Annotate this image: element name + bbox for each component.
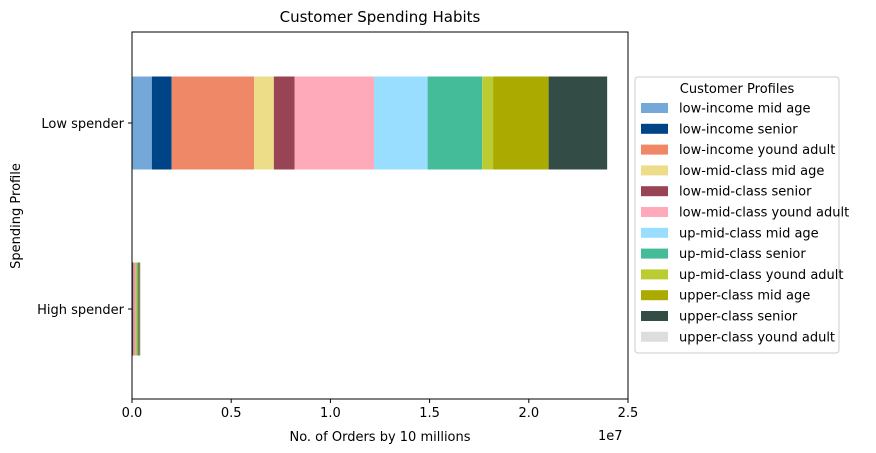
y-tick-label: High spender [37, 303, 125, 318]
chart-title: Customer Spending Habits [280, 8, 481, 26]
bars-layer [132, 76, 608, 356]
bar-0-8 [482, 76, 494, 170]
legend-swatch [641, 144, 668, 155]
legend-swatch [641, 331, 668, 342]
bar-0-4 [273, 76, 295, 170]
bar-0-9 [493, 76, 549, 170]
legend-swatch [641, 248, 668, 259]
bar-0-2 [171, 76, 255, 170]
legend-label: low-income yound adult [679, 143, 835, 158]
bar-1-5 [135, 262, 136, 356]
bar-1-9 [137, 262, 139, 356]
legend-swatch [641, 311, 668, 321]
bar-1-2 [133, 262, 135, 356]
x-tick-label: 0.5 [221, 406, 242, 421]
x-axis-label: No. of Orders by 10 millions [289, 430, 470, 445]
legend-swatch [641, 123, 668, 134]
x-offset-label: 1e7 [598, 429, 623, 444]
bar-0-10 [548, 76, 608, 170]
legend-swatch [641, 269, 668, 280]
legend-label: low-mid-class senior [679, 185, 812, 200]
bar-1-8 [136, 262, 138, 356]
legend-title: Customer Profiles [680, 82, 795, 97]
x-tick-label: 0.0 [122, 406, 143, 421]
bar-1-6 [135, 262, 137, 356]
y-axis-label: Spending Profile [9, 163, 24, 269]
bar-0-0 [132, 76, 152, 170]
legend-label: upper-class yound adult [679, 330, 835, 345]
bar-1-1 [132, 262, 134, 356]
legend-label: low-income mid age [679, 102, 811, 117]
legend-swatch [641, 186, 668, 197]
x-tick-label: 2.5 [618, 406, 639, 421]
legend-box [634, 76, 840, 354]
bar-0-7 [427, 76, 483, 170]
bar-1-7 [136, 262, 137, 356]
x-tick-label: 1.0 [320, 406, 341, 421]
y-tick-label: Low spender [41, 117, 124, 132]
legend-swatch [641, 207, 668, 217]
legend-label: upper-class mid age [679, 289, 810, 304]
bar-0-6 [374, 76, 428, 170]
legend-label: low-mid-class yound adult [679, 206, 849, 221]
bar-0-3 [254, 76, 274, 170]
legend-label: low-income senior [679, 122, 798, 137]
bar-1-11 [139, 262, 141, 356]
bar-1-10 [138, 262, 140, 356]
legend: Customer Profiles low-income mid age low-i… [634, 76, 849, 354]
x-tick-label: 2.0 [518, 406, 539, 421]
legend-label: up-mid-class mid age [679, 226, 819, 241]
legend-swatch [641, 290, 668, 301]
legend-swatch [641, 103, 668, 113]
legend-swatch [641, 227, 668, 238]
legend-label: up-mid-class senior [679, 247, 806, 262]
x-tick-label: 1.5 [419, 406, 440, 421]
legend-swatch [641, 165, 668, 176]
axes-layer: 0.0 0.5 1.0 1.5 2.0 2.5 Low spender High spende… [37, 31, 639, 421]
bar-0-5 [294, 76, 375, 170]
legend-label: low-mid-class mid age [679, 164, 824, 179]
axes-frame [131, 31, 629, 400]
bar-0-1 [151, 76, 172, 170]
legend-label: upper-class senior [679, 310, 798, 325]
bar-1-4 [134, 262, 136, 356]
bar-1-3 [134, 262, 135, 356]
legend-label: up-mid-class yound adult [679, 268, 843, 283]
